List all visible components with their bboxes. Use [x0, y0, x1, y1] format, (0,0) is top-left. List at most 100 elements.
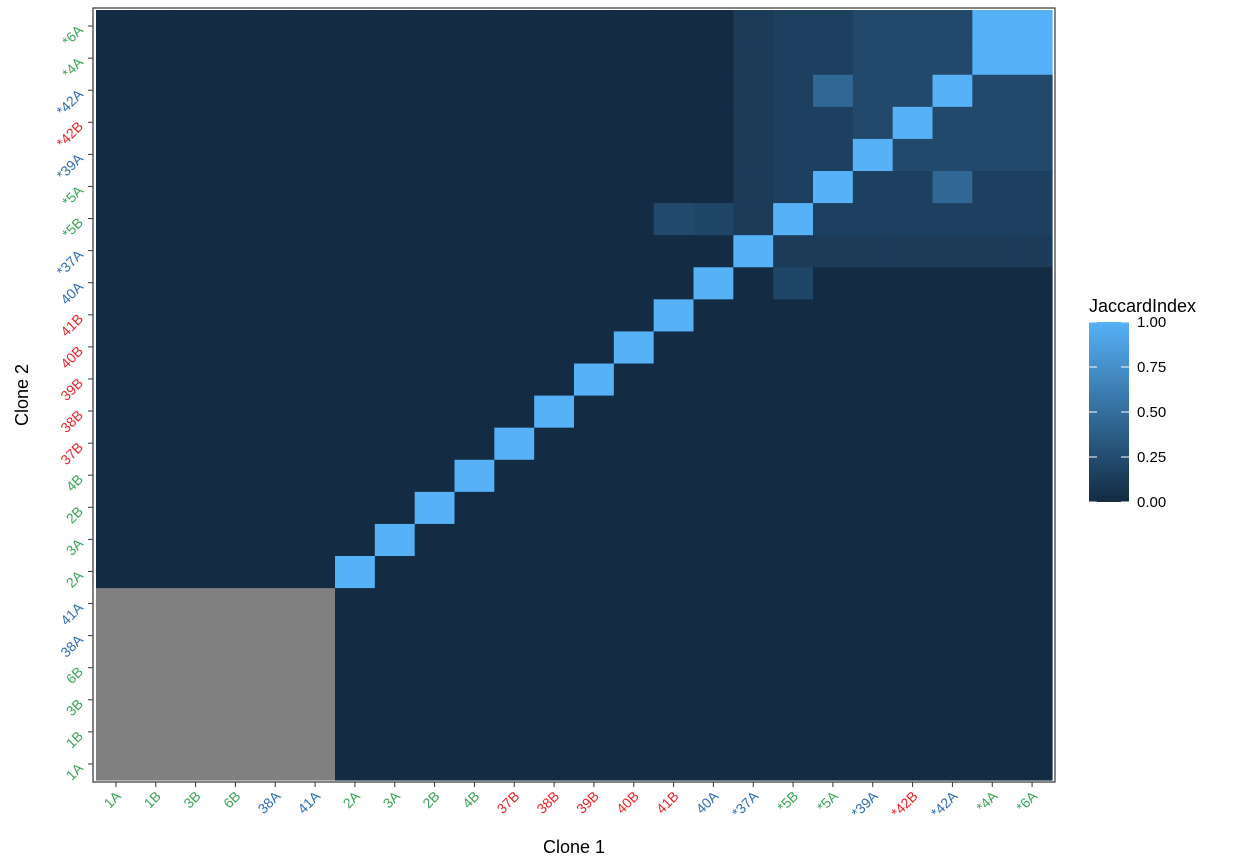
heatmap-cell: [932, 362, 973, 396]
heatmap-cell: [653, 523, 695, 557]
heatmap-cell: [96, 74, 137, 107]
heatmap-cell: [335, 619, 376, 653]
heatmap-cell: [852, 42, 894, 75]
heatmap-cell: [813, 555, 854, 589]
heatmap-cell: [892, 395, 934, 428]
heatmap-cell: [1012, 266, 1053, 300]
heatmap-cell: [255, 170, 296, 204]
heatmap-cell: [374, 587, 416, 621]
heatmap-cell: [693, 362, 734, 396]
heatmap-cell: [852, 202, 894, 236]
heatmap-cell: [813, 747, 854, 781]
heatmap-cell: [574, 395, 615, 428]
heatmap-cell: [295, 395, 336, 428]
heatmap-cell: [534, 74, 575, 107]
heatmap-cell: [215, 651, 256, 685]
heatmap-cell: [773, 491, 814, 524]
heatmap-cell: [135, 234, 177, 268]
heatmap-cell: [574, 298, 615, 332]
heatmap-cell: [773, 651, 814, 685]
x-tick-label: 39B: [573, 788, 602, 817]
heatmap-cell: [1012, 106, 1053, 139]
y-tick-label: *5B: [59, 214, 86, 241]
heatmap-cell: [773, 202, 814, 236]
heatmap-cell: [613, 523, 655, 557]
heatmap-cell: [972, 427, 1013, 460]
heatmap-cell: [534, 395, 575, 428]
heatmap-cell: [932, 459, 973, 492]
heatmap-cell: [414, 555, 456, 589]
heatmap-cell: [335, 491, 376, 524]
heatmap-cell: [374, 74, 416, 107]
heatmap-cell: [932, 234, 973, 268]
x-tick-label: *4A: [973, 787, 1001, 815]
heatmap-cell: [972, 202, 1013, 236]
heatmap-cell: [135, 747, 177, 781]
heatmap-cell: [574, 491, 615, 524]
heatmap-cell: [335, 555, 376, 589]
heatmap-cell: [653, 395, 695, 428]
heatmap-cell: [96, 106, 137, 139]
heatmap-cell: [175, 234, 217, 268]
heatmap-cell: [135, 42, 177, 75]
heatmap-cell: [1012, 427, 1053, 460]
heatmap-cell: [813, 651, 854, 685]
heatmap-cell: [96, 138, 137, 172]
heatmap-cell: [693, 298, 734, 332]
heatmap-cell: [733, 715, 774, 749]
heatmap-cell: [215, 10, 256, 43]
heatmap-cell: [534, 266, 575, 300]
heatmap-cell: [215, 266, 256, 300]
heatmap-cell: [972, 523, 1013, 557]
y-axis-title: Clone 2: [12, 364, 32, 426]
heatmap-cell: [733, 651, 774, 685]
x-axis-title: Clone 1: [543, 837, 605, 857]
heatmap-cell: [613, 715, 655, 749]
heatmap-cell: [175, 202, 217, 236]
heatmap-cell: [972, 362, 1013, 396]
heatmap-cell: [96, 651, 137, 685]
heatmap-cell: [494, 555, 535, 589]
heatmap-cell: [374, 330, 416, 364]
heatmap-cell: [96, 491, 137, 524]
heatmap-cell: [773, 459, 814, 492]
heatmap-cell: [175, 170, 217, 204]
heatmap-cell: [454, 523, 495, 557]
heatmap-cell: [733, 42, 774, 75]
heatmap-cell: [135, 266, 177, 300]
heatmap-cell: [175, 10, 217, 43]
heatmap-cell: [972, 395, 1013, 428]
heatmap-cell: [653, 138, 695, 172]
heatmap-cell: [693, 715, 734, 749]
heatmap-cell: [813, 587, 854, 621]
heatmap-cell: [175, 491, 217, 524]
heatmap-cell: [653, 427, 695, 460]
heatmap-cell: [215, 74, 256, 107]
heatmap-cell: [972, 683, 1013, 717]
heatmap-cell: [255, 138, 296, 172]
heatmap-cell: [295, 10, 336, 43]
x-tick-label: 41B: [653, 788, 682, 817]
heatmap-cell: [494, 459, 535, 492]
heatmap-cell: [135, 106, 177, 139]
heatmap-cell: [534, 42, 575, 75]
heatmap-cell: [972, 491, 1013, 524]
heatmap-cell: [972, 459, 1013, 492]
x-tick-label: 40B: [613, 788, 642, 817]
heatmap-cell: [414, 427, 456, 460]
legend-ticks: 1.00 0.75 0.50 0.25 0.00: [1089, 314, 1166, 511]
heatmap-cell: [653, 42, 695, 75]
heatmap-cell: [972, 266, 1013, 300]
heatmap-cell: [414, 747, 456, 781]
heatmap-cell: [852, 491, 894, 524]
heatmap-cell: [852, 651, 894, 685]
heatmap-cell: [653, 106, 695, 139]
heatmap-cell: [215, 138, 256, 172]
heatmap-cell: [1012, 555, 1053, 589]
heatmap-cell: [852, 330, 894, 364]
heatmap-cell: [574, 459, 615, 492]
heatmap-cell: [96, 42, 137, 75]
heatmap-cell: [414, 170, 456, 204]
heatmap-cell: [773, 427, 814, 460]
heatmap-cell: [733, 395, 774, 428]
